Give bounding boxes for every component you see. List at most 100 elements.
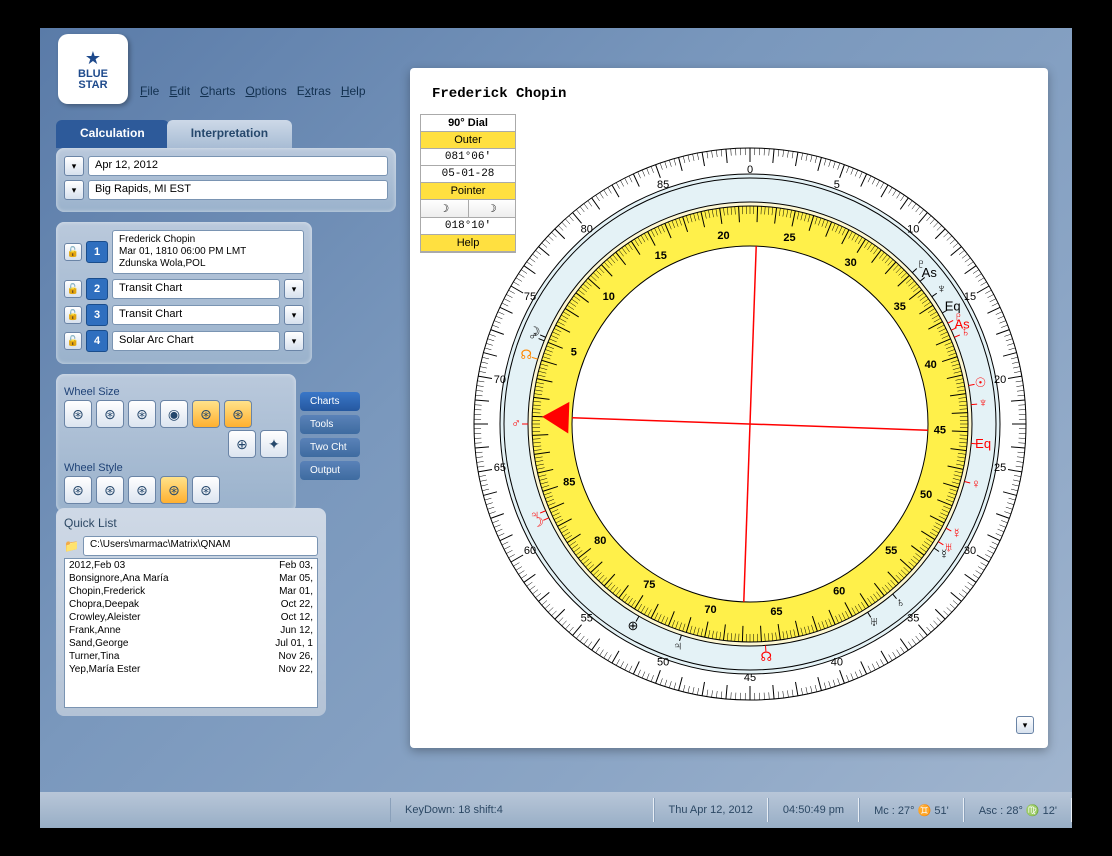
slot-2-dropdown[interactable]: ▾ xyxy=(284,279,304,299)
tab-calculation[interactable]: Calculation xyxy=(56,120,169,148)
svg-text:5: 5 xyxy=(571,347,577,359)
side-tab-column: Charts Tools Two Cht Output xyxy=(300,392,360,480)
sidetab-charts[interactable]: Charts xyxy=(300,392,360,411)
lock-slot-4[interactable]: 🔓 xyxy=(64,332,82,350)
slot-4-info[interactable]: Solar Arc Chart xyxy=(112,331,280,351)
quicklist-row[interactable]: Turner,TinaNov 26, xyxy=(65,650,317,663)
status-message: KeyDown: 18 shift:4 xyxy=(390,798,654,822)
svg-text:75: 75 xyxy=(643,579,655,591)
slot-1-button[interactable]: 1 xyxy=(86,241,108,263)
svg-text:♆: ♆ xyxy=(978,395,988,410)
wheel-size-3[interactable]: ⊛ xyxy=(128,400,156,428)
svg-text:☽: ☽ xyxy=(529,324,541,339)
wheel-size-1[interactable]: ⊛ xyxy=(64,400,92,428)
date-field[interactable]: Apr 12, 2012 xyxy=(88,156,388,176)
menubar: File Edit Charts Options Extras Help xyxy=(140,84,366,98)
menu-file[interactable]: File xyxy=(140,84,159,98)
wheel-size-2[interactable]: ⊛ xyxy=(96,400,124,428)
lock-slot-3[interactable]: 🔓 xyxy=(64,306,82,324)
svg-text:☿: ☿ xyxy=(952,525,962,540)
wheel-style-2[interactable]: ⊛ xyxy=(96,476,124,504)
quicklist-row[interactable]: Crowley,AleisterOct 12, xyxy=(65,611,317,624)
sidetab-twocht[interactable]: Two Cht xyxy=(300,438,360,457)
svg-text:20: 20 xyxy=(994,374,1006,386)
svg-text:10: 10 xyxy=(907,223,919,235)
svg-text:65: 65 xyxy=(494,462,506,474)
svg-text:85: 85 xyxy=(657,179,669,191)
quicklist-title: Quick List xyxy=(64,516,318,530)
slot-2-button[interactable]: 2 xyxy=(86,278,108,300)
chart-dropdown[interactable]: ▾ xyxy=(1016,716,1034,734)
svg-text:25: 25 xyxy=(994,462,1006,474)
wheel-style-4[interactable]: ⊛ xyxy=(160,476,188,504)
svg-text:50: 50 xyxy=(920,489,932,501)
tab-interpretation[interactable]: Interpretation xyxy=(167,120,292,148)
status-asc: Asc : 28° ♍ 12' xyxy=(964,798,1072,822)
wheel-style-3[interactable]: ⊛ xyxy=(128,476,156,504)
svg-text:45: 45 xyxy=(934,425,946,437)
quicklist-row[interactable]: Chopra,DeepakOct 22, xyxy=(65,598,317,611)
svg-text:35: 35 xyxy=(907,612,919,624)
svg-text:30: 30 xyxy=(845,257,857,269)
quicklist-items[interactable]: 2012,Feb 03Feb 03,Bonsignore,Ana MaríaMa… xyxy=(64,558,318,708)
svg-text:60: 60 xyxy=(524,545,536,557)
wheel-size-label: Wheel Size xyxy=(64,386,288,398)
sidetab-tools[interactable]: Tools xyxy=(300,415,360,434)
slot-3-dropdown[interactable]: ▾ xyxy=(284,305,304,325)
dial-wheel[interactable]: 0510152025303540455055606570758085051015… xyxy=(460,124,1040,724)
svg-text:♃: ♃ xyxy=(530,507,540,522)
chart-title: Frederick Chopin xyxy=(432,86,566,102)
wheel-style-5[interactable]: ⊛ xyxy=(192,476,220,504)
quicklist-path[interactable]: C:\Users\marmac\Matrix\QNAM xyxy=(83,536,318,556)
svg-text:65: 65 xyxy=(770,606,782,618)
svg-text:5: 5 xyxy=(834,179,840,191)
wheel-size-6[interactable]: ⊛ xyxy=(224,400,252,428)
svg-text:85: 85 xyxy=(563,477,575,489)
menu-options[interactable]: Options xyxy=(245,84,286,98)
wheel-style-1[interactable]: ⊛ xyxy=(64,476,92,504)
svg-text:55: 55 xyxy=(581,612,593,624)
slot-3-info[interactable]: Transit Chart xyxy=(112,305,280,325)
slot-1-info[interactable]: Frederick Chopin Mar 01, 1810 06:00 PM L… xyxy=(112,230,304,274)
wheel-size-4[interactable]: ◉ xyxy=(160,400,188,428)
wheel-extra-1[interactable]: ⊕ xyxy=(228,430,256,458)
svg-text:♃: ♃ xyxy=(673,638,683,653)
svg-text:50: 50 xyxy=(657,657,669,669)
menu-extras[interactable]: Extras xyxy=(297,84,331,98)
slot-4-button[interactable]: 4 xyxy=(86,330,108,352)
svg-text:♀: ♀ xyxy=(971,476,981,491)
logo-star-icon: ★ xyxy=(85,48,101,69)
lock-slot-1[interactable]: 🔓 xyxy=(64,243,82,261)
quicklist-row[interactable]: Chopin,FrederickMar 01, xyxy=(65,585,317,598)
svg-text:70: 70 xyxy=(494,374,506,386)
quicklist-row[interactable]: 2012,Feb 03Feb 03, xyxy=(65,559,317,572)
wheel-extra-2[interactable]: ✦ xyxy=(260,430,288,458)
quicklist-panel: Quick List 📁 C:\Users\marmac\Matrix\QNAM… xyxy=(56,508,326,716)
sidetab-output[interactable]: Output xyxy=(300,461,360,480)
svg-text:♆: ♆ xyxy=(937,281,947,296)
date-dropdown[interactable]: ▾ xyxy=(64,156,84,176)
svg-text:80: 80 xyxy=(594,535,606,547)
menu-charts[interactable]: Charts xyxy=(200,84,235,98)
menu-edit[interactable]: Edit xyxy=(169,84,190,98)
wheel-size-5[interactable]: ⊛ xyxy=(192,400,220,428)
svg-text:30: 30 xyxy=(964,545,976,557)
menu-help[interactable]: Help xyxy=(341,84,366,98)
svg-text:80: 80 xyxy=(581,223,593,235)
svg-text:♂: ♂ xyxy=(511,415,521,430)
quicklist-row[interactable]: Bonsignore,Ana MaríaMar 05, xyxy=(65,572,317,585)
quicklist-row[interactable]: Sand,GeorgeJul 01, 1 xyxy=(65,637,317,650)
quicklist-row[interactable]: Frank,AnneJun 12, xyxy=(65,624,317,637)
slot-2-info[interactable]: Transit Chart xyxy=(112,279,280,299)
slot-3-button[interactable]: 3 xyxy=(86,304,108,326)
lock-slot-2[interactable]: 🔓 xyxy=(64,280,82,298)
location-dropdown[interactable]: ▾ xyxy=(64,180,84,200)
svg-text:60: 60 xyxy=(833,586,845,598)
svg-text:40: 40 xyxy=(831,657,843,669)
slot-4-dropdown[interactable]: ▾ xyxy=(284,331,304,351)
svg-text:75: 75 xyxy=(524,291,536,303)
location-field[interactable]: Big Rapids, MI EST xyxy=(88,180,388,200)
svg-text:45: 45 xyxy=(744,672,756,684)
quicklist-row[interactable]: Yep,María EsterNov 22, xyxy=(65,663,317,676)
svg-text:35: 35 xyxy=(894,301,906,313)
